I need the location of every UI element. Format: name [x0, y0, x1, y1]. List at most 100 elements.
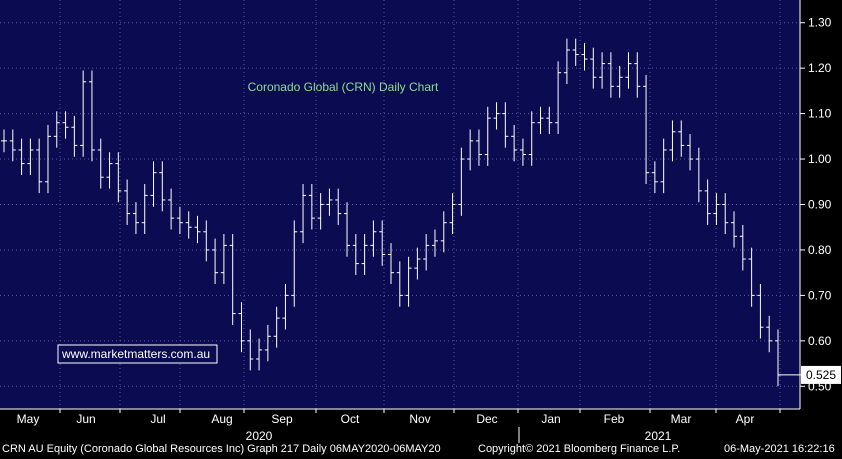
watermark-text: www.marketmatters.com.au: [61, 347, 210, 361]
y-tick-label: 0.90: [808, 198, 832, 212]
ohlc-bar: [159, 161, 166, 212]
ohlc-bar: [220, 234, 227, 285]
ohlc-bar: [528, 111, 535, 166]
ohlc-bar: [475, 129, 482, 166]
ohlc-bar: [344, 202, 351, 257]
last-price-label: 0.525: [806, 368, 836, 382]
ohlc-bar: [115, 152, 122, 203]
month-label: May: [17, 412, 40, 426]
month-label: Dec: [476, 412, 497, 426]
ohlc-bar: [651, 161, 658, 194]
ohlc-bar: [739, 224, 746, 271]
ohlc-bar: [36, 138, 43, 194]
ohlc-bar: [53, 111, 60, 148]
month-label: Nov: [409, 412, 430, 426]
ohlc-bar: [563, 38, 570, 85]
ohlc-bar: [537, 106, 544, 135]
month-label: Jun: [76, 412, 95, 426]
ohlc-bar: [379, 220, 386, 266]
ohlc-bar: [713, 193, 720, 225]
ohlc-bar: [18, 138, 25, 175]
ohlc-bar: [212, 238, 219, 285]
ohlc-bar: [511, 124, 518, 162]
ohlc-bar: [590, 47, 597, 89]
month-label: Jan: [541, 412, 560, 426]
ohlc-bar: [203, 220, 210, 262]
ohlc-bar: [150, 161, 157, 207]
ohlc-bar: [766, 315, 773, 353]
last-price-box: [801, 365, 841, 384]
ohlc-bar: [9, 129, 16, 162]
footer-security-info: CRN AU Equity (Coronado Global Resources…: [2, 443, 441, 455]
footer-copyright: Copyright© 2021 Bloomberg Finance L.P.: [478, 443, 681, 455]
ohlc-bar: [731, 211, 738, 248]
ohlc-bar: [757, 284, 764, 339]
ohlc-bar: [555, 61, 562, 135]
watermark-box: [57, 344, 218, 364]
ohlc-bar: [396, 261, 403, 307]
month-label: Mar: [671, 412, 692, 426]
ohlc-bar: [27, 138, 34, 175]
month-label: Aug: [211, 412, 232, 426]
ohlc-bar: [71, 115, 78, 157]
ohlc-bar: [643, 74, 650, 185]
ohlc-bar: [141, 184, 148, 235]
ohlc-bar: [467, 129, 474, 171]
ohlc-bar: [308, 184, 315, 230]
ohlc-bar: [431, 229, 438, 257]
ohlc-bar: [106, 152, 113, 189]
ohlc-bar: [625, 52, 632, 89]
chart-title: Coronado Global (CRN) Daily Chart: [248, 80, 439, 94]
ohlc-bar: [484, 106, 491, 166]
y-tick-label: 0.70: [808, 288, 832, 302]
ohlc-bar: [440, 211, 447, 253]
ohlc-bar: [88, 70, 95, 162]
ohlc-bar: [581, 43, 588, 71]
y-tick-label: 1.00: [808, 152, 832, 166]
ohlc-bar: [291, 220, 298, 307]
y-axis-area: [800, 0, 842, 409]
ohlc-bar: [256, 338, 263, 371]
ohlc-bar: [370, 220, 377, 257]
ohlc-bar: [62, 111, 69, 139]
footer-timestamp: 06-May-2021 16:22:16: [724, 443, 835, 455]
ohlc-bar: [687, 134, 694, 171]
ohlc-bar: [722, 193, 729, 235]
ohlc-bar: [423, 234, 430, 271]
y-tick-label: 1.20: [808, 61, 832, 75]
month-label: Apr: [736, 412, 755, 426]
ohlc-bar: [361, 234, 368, 275]
ohlc-bar: [97, 138, 104, 189]
ohlc-bar: [317, 193, 324, 230]
ohlc-bar: [168, 188, 175, 230]
ohlc-bar: [502, 102, 509, 148]
ohlc-bar: [519, 138, 526, 166]
ohlc-bar: [493, 102, 500, 130]
ohlc-bar: [572, 38, 579, 66]
ohlc-bar: [352, 234, 359, 275]
ohlc-bar: [273, 306, 280, 348]
ohlc-bar: [194, 215, 201, 244]
month-label: Oct: [341, 412, 360, 426]
ohlc-bar: [388, 243, 394, 285]
ohlc-bar: [124, 179, 131, 225]
month-label: Sep: [271, 412, 293, 426]
ohlc-bar: [414, 247, 421, 280]
ohlc-bar: [44, 124, 51, 194]
ohlc-bar: [335, 188, 342, 225]
ohlc-bar: [185, 211, 192, 239]
month-label: Jul: [150, 412, 165, 426]
y-tick-label: 0.60: [808, 334, 832, 348]
ohlc-bar: [546, 106, 553, 135]
ohlc-bar: [678, 120, 685, 157]
ohlc-bar: [300, 184, 307, 244]
ohlc-bar: [695, 147, 702, 203]
y-tick-label: 1.10: [808, 107, 832, 121]
ohlc-bar: [405, 256, 412, 307]
ohlc-bar: [282, 284, 289, 330]
ohlc-bar: [229, 234, 236, 325]
ohlc-bar: [616, 65, 623, 98]
ohlc-bar: [634, 52, 641, 98]
